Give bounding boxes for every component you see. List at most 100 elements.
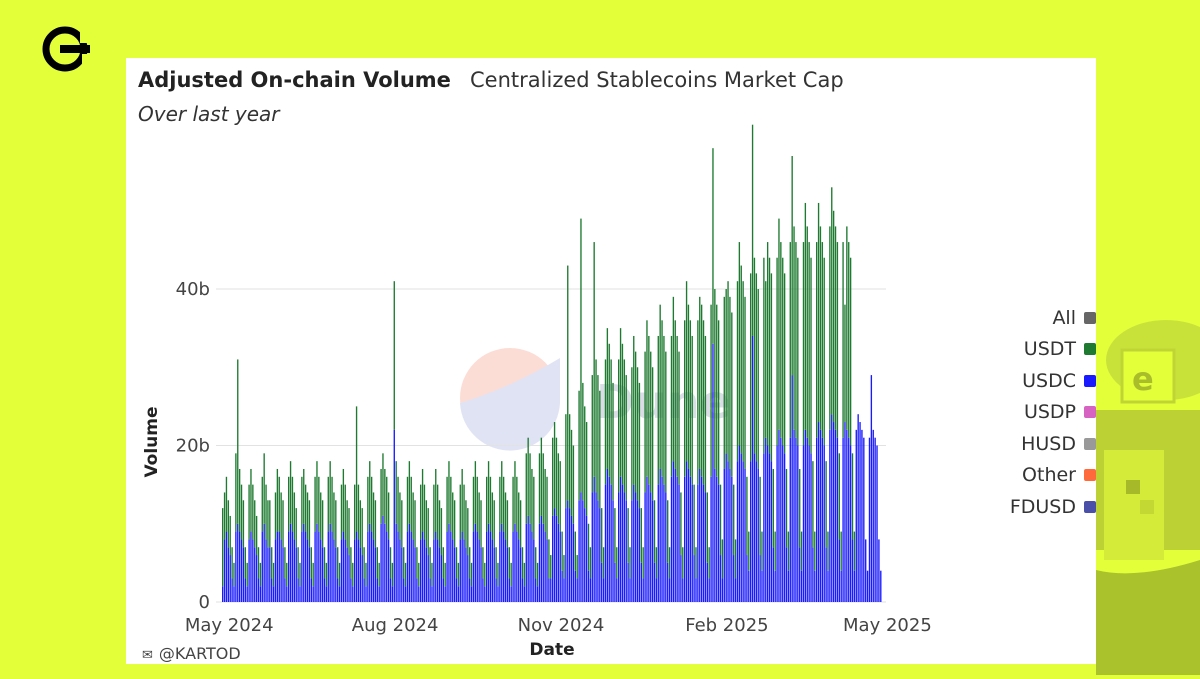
bar-usdc (816, 437, 818, 602)
bar-usdc (323, 578, 326, 602)
bar-usdc (238, 531, 241, 602)
bar-usdt (469, 547, 471, 579)
bar-usdc (344, 539, 346, 602)
legend-item[interactable]: All (966, 302, 1096, 334)
legend-swatch (1084, 437, 1096, 450)
bar-usdt (338, 562, 341, 587)
bar-usdc (878, 539, 880, 602)
legend-item[interactable]: FDUSD (966, 491, 1096, 523)
bar-usdc (325, 586, 328, 602)
legend-swatch (1084, 343, 1096, 356)
bar-usdc (252, 539, 254, 602)
bar-usdt (233, 562, 235, 587)
bar-usdc (751, 335, 754, 602)
bar-usdt (674, 320, 676, 469)
legend-item[interactable]: HUSD (966, 428, 1096, 460)
x-tick-label: Aug 2024 (352, 615, 439, 636)
bar-usdc (838, 539, 840, 602)
legend-item[interactable]: USDC (966, 365, 1096, 397)
bar-usdt (450, 476, 452, 532)
bar-usdc (866, 570, 869, 602)
bar-usdc (638, 508, 641, 602)
bar-usdc (548, 578, 550, 602)
bar-usdc (272, 586, 275, 602)
bar-usdt (536, 562, 539, 587)
legend-item[interactable]: USDP (966, 397, 1096, 429)
bar-usdc (599, 508, 601, 602)
bar-usdc (812, 547, 814, 602)
bar-usdt (467, 508, 469, 556)
bar-usdt (284, 547, 286, 579)
bar-usdc (440, 555, 443, 602)
bar-usdc (782, 445, 784, 602)
bar-usdt (529, 453, 531, 524)
bar-usdt (546, 476, 548, 540)
bar-usdc (376, 578, 378, 602)
bar-usdc (293, 539, 296, 602)
bar-usdt (765, 281, 767, 438)
bar-usdt (804, 202, 807, 430)
author-credit: ✉ @KARTOD (142, 644, 241, 663)
legend-item[interactable]: Other (966, 460, 1096, 492)
bar-usdt (774, 531, 776, 571)
bar-usdc (425, 547, 428, 602)
bar-usdc (523, 586, 526, 602)
bar-usdt (627, 508, 629, 563)
bar-usdt (531, 468, 533, 532)
bar-usdt (595, 359, 597, 493)
bar-usdt (365, 562, 367, 587)
bar-usdc (706, 562, 708, 602)
bar-usdc (361, 555, 363, 602)
bar-usdc (403, 578, 405, 602)
bar-usdc (222, 586, 224, 602)
bar-usdt (642, 547, 644, 579)
bar-usdc (340, 539, 343, 602)
bar-usdc (288, 531, 290, 602)
legend-item[interactable]: USDT (966, 334, 1096, 366)
bar-usdt (333, 492, 335, 540)
bar-usdt (535, 547, 537, 579)
bar-usdc (863, 437, 865, 602)
bar-usdc (793, 429, 795, 602)
bar-usdc (350, 578, 352, 602)
bar-usdc (806, 437, 808, 602)
bar-usdc (574, 570, 576, 602)
bar-usdt (410, 476, 412, 532)
bar-usdt (582, 382, 584, 501)
bar-usdc (255, 555, 258, 602)
bar-usdt (412, 492, 414, 540)
bar-usdt (702, 320, 705, 485)
bar-usdt (357, 484, 360, 540)
bar-usdc (780, 437, 782, 602)
bar-usdt (559, 461, 561, 532)
bar-usdc (284, 578, 286, 602)
bar-usdt (435, 468, 437, 532)
bar-usdt (421, 468, 424, 532)
bar-usdc (772, 547, 774, 602)
bar-usdc (876, 445, 878, 602)
bar-usdt (425, 500, 428, 548)
bar-usdt (274, 492, 277, 540)
bar-usdt (574, 531, 576, 571)
bar-usdt (695, 547, 697, 579)
bar-usdc (544, 531, 546, 602)
bar-usdt (455, 547, 458, 579)
bar-usdc (840, 570, 842, 602)
bar-usdt (359, 500, 362, 548)
bar-usdt (616, 547, 618, 579)
bar-usdc (286, 586, 288, 602)
x-axis-ticks: May 2024 Aug 2024 Nov 2024 Feb 2025 May 2025 (185, 615, 932, 636)
bar-usdc (406, 531, 409, 602)
bar-usdt (753, 257, 756, 454)
bar-usdt (802, 242, 805, 446)
bar-usdc (591, 492, 593, 602)
tab-market-cap[interactable]: Centralized Stablecoins Market Cap (470, 68, 844, 92)
bar-usdt (584, 406, 586, 509)
bar-usdc (612, 500, 614, 602)
bar-usdc (568, 508, 571, 602)
bar-usdt (440, 508, 443, 556)
bar-usdc (363, 578, 365, 602)
bar-usdc (844, 422, 846, 602)
bar-usdc (459, 539, 461, 602)
bar-usdt (504, 492, 507, 540)
